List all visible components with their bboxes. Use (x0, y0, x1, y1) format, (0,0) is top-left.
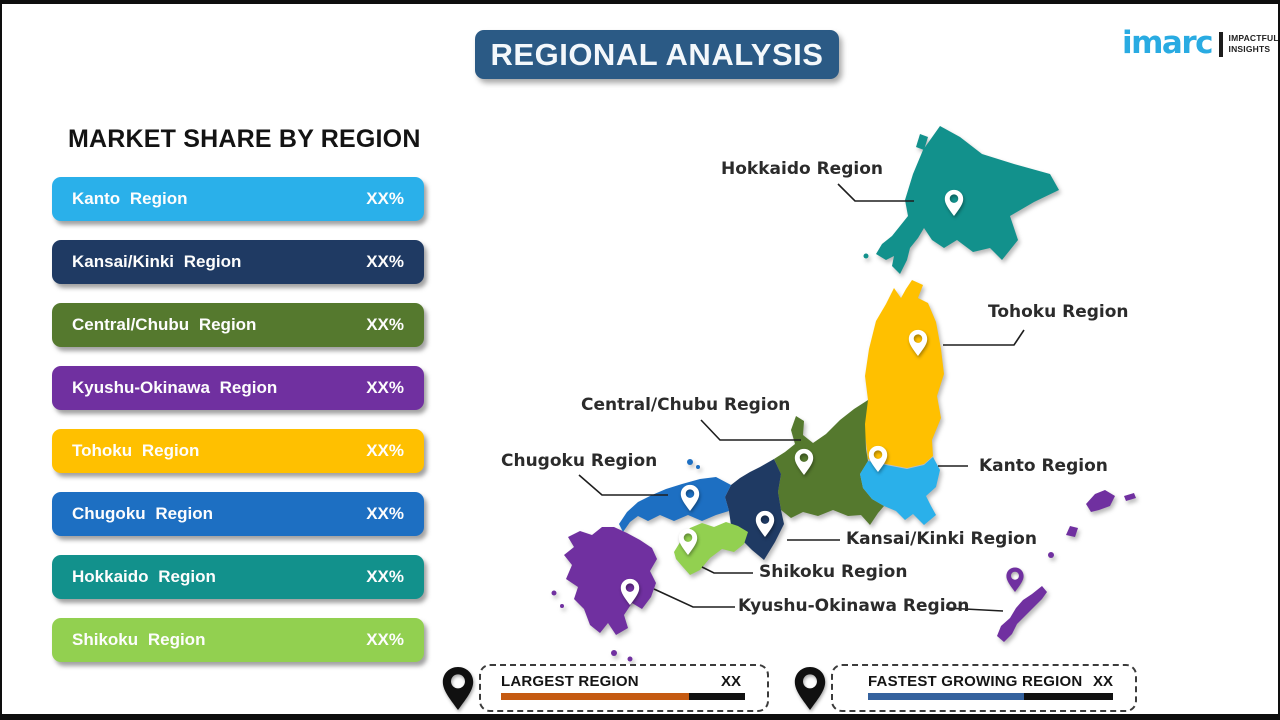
kyushu-islet-3 (551, 590, 557, 596)
oki-islet-small (696, 465, 700, 469)
leader-lines (578, 183, 1025, 612)
kanto-region-shape (860, 457, 940, 525)
okinawa-islet-mid (1066, 526, 1078, 537)
hokkaido-leader-line (837, 183, 914, 202)
fastest-growing-legend: FASTEST GROWING REGION XX (831, 664, 1137, 712)
chugoku-region-shape (619, 477, 731, 532)
japan-map (442, 126, 1136, 710)
shikoku-map-label: Shikoku Region (759, 562, 908, 582)
kyushu-region-shape (564, 527, 657, 635)
share-bar-kansai: Kansai/Kinki Region XX% (52, 240, 424, 284)
logo-tagline: IMPACTFUL INSIGHTS (1228, 33, 1279, 54)
amami-islet (1124, 493, 1136, 501)
kyushu-islet-4 (560, 604, 564, 608)
market-share-heading: MARKET SHARE BY REGION (68, 125, 421, 153)
shikoku-leader-line (701, 566, 753, 574)
okinawa-pin-icon (1006, 567, 1024, 592)
kyushu-islet-2 (627, 656, 633, 662)
amami-island-cluster (1086, 490, 1115, 512)
kyushu-islet-1 (611, 650, 617, 656)
fastest-growing-pin-icon (794, 666, 826, 710)
chubu-region-shape (774, 400, 884, 525)
fastest-growing-row: FASTEST GROWING REGION XX (868, 673, 1113, 690)
share-bar-kanto: Kanto Region XX% (52, 177, 424, 221)
chubu-map-label: Central/Chubu Region (581, 395, 791, 415)
hokkaido-region-shape (876, 126, 1059, 274)
largest-region-label: LARGEST REGION (501, 673, 639, 690)
largest-region-value: XX (720, 673, 741, 690)
hokkaido-islet-small (863, 253, 869, 259)
largest-region-row: LARGEST REGION XX (501, 673, 741, 690)
title-banner: REGIONAL ANALYSIS (475, 30, 839, 79)
kyushu-leader-line-left (653, 588, 735, 608)
page-title: REGIONAL ANALYSIS (490, 36, 824, 72)
share-bar-chubu: Central/Chubu Region XX% (52, 303, 424, 347)
fastest-growing-bar (868, 693, 1113, 700)
tohoku-region-shape (863, 280, 944, 468)
imarc-brand-text: imarc (1122, 25, 1214, 61)
fastest-growing-value: XX (1092, 673, 1113, 690)
share-bar-chugoku: Chugoku Region XX% (52, 492, 424, 536)
kansai-map-label: Kansai/Kinki Region (846, 529, 1037, 549)
okinawa-main-island (997, 586, 1047, 642)
largest-region-legend: LARGEST REGION XX (479, 664, 769, 712)
chugoku-map-label: Chugoku Region (501, 451, 658, 471)
hokkaido-islet (916, 134, 928, 150)
kyushu-leader-line-right (945, 607, 1004, 612)
fastest-growing-label: FASTEST GROWING REGION (868, 673, 1083, 690)
share-bar-tohoku: Tohoku Region XX% (52, 429, 424, 473)
logo-divider (1219, 32, 1223, 57)
kanto-map-label: Kanto Region (979, 456, 1108, 476)
imarc-logo: imarc IMPACTFUL INSIGHTS (1122, 25, 1279, 61)
share-bar-shikoku: Shikoku Region XX% (52, 618, 424, 662)
hokkaido-map-label: Hokkaido Region (721, 159, 883, 179)
largest-region-pin-icon (442, 666, 474, 710)
tohoku-map-label: Tohoku Region (988, 302, 1129, 322)
share-bar-hokkaido: Hokkaido Region XX% (52, 555, 424, 599)
tohoku-leader-line (943, 329, 1025, 346)
chubu-leader-line (700, 419, 801, 441)
oki-islet (687, 459, 693, 465)
kyushu-map-label: Kyushu-Okinawa Region (738, 596, 970, 616)
largest-region-bar (501, 693, 745, 700)
share-bar-kyushu: Kyushu-Okinawa Region XX% (52, 366, 424, 410)
okinawa-islet-small (1048, 552, 1054, 558)
chugoku-leader-line (578, 474, 668, 496)
